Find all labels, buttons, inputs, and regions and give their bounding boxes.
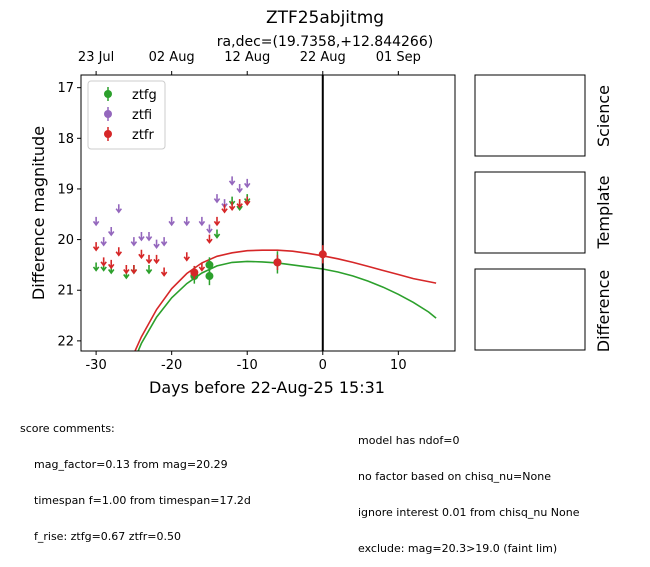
model-curves [134, 249, 437, 351]
y-tick-label: 18 [57, 132, 74, 147]
chart-subtitle: ra,dec=(19.7358,+12.844266) [216, 34, 434, 50]
top-date-tick-label: 12 Aug [224, 50, 270, 65]
ztfr-upper-limit [213, 216, 221, 227]
legend: ztfg ztfi ztfr [87, 80, 166, 150]
y-tick-label: 19 [57, 182, 74, 197]
top-date-tick-label: 01 Sep [376, 50, 421, 65]
ztfr-upper-limit [236, 199, 243, 209]
ztfi-upper-limit [130, 237, 138, 247]
chart-title: ZTF25abjitmg [265, 8, 385, 28]
ztfi-legend-marker [104, 110, 112, 118]
model-comment-line: exclude: mag=20.3>19.0 (faint lim) [358, 542, 558, 555]
difference-panel [474, 268, 586, 351]
ztfr-upper-limit [206, 234, 213, 244]
ztfr-upper-limit [130, 264, 138, 275]
ztfg-legend-label: ztfg [132, 88, 157, 103]
ztfr-upper-limit [100, 257, 107, 267]
ztfi-upper-limit [107, 226, 115, 237]
x-tick-label: -10 [237, 358, 258, 373]
y-tick-label: 17 [57, 81, 74, 96]
ztfi-upper-limit [198, 216, 206, 227]
top-date-tick-label: 22 Aug [300, 50, 346, 65]
x-tick-label: -30 [85, 358, 106, 373]
plot-frame [80, 74, 456, 352]
ztfr-detection-point [190, 268, 199, 277]
ztfr-upper-limit [228, 201, 236, 212]
template-panel [474, 171, 586, 254]
score-comment-line: timespan f=1.00 from timespan=17.2d [34, 494, 251, 507]
ztfr-upper-limit [123, 264, 130, 275]
ztfi-upper-limit [153, 239, 160, 249]
ztfr-upper-limit [107, 259, 115, 270]
ztfr-upper-limit [198, 262, 206, 272]
ztfi-upper-limit [145, 232, 153, 242]
ztfr-upper-limit [243, 196, 251, 206]
ztfg-upper-limit [92, 262, 100, 272]
y-tick-label: 20 [57, 233, 74, 248]
ztfr-detection-point [318, 250, 327, 259]
y-tick-label: 21 [57, 284, 74, 299]
top-date-tick-label: 02 Aug [149, 50, 195, 65]
ztfr-legend-marker [104, 130, 112, 138]
ztfr-legend-label: ztfr [132, 128, 154, 143]
score-comment-line: f_rise: ztfg=0.67 ztfr=0.50 [34, 530, 181, 543]
ztfi-upper-limit [168, 216, 175, 227]
ztfi-upper-limit [236, 183, 243, 194]
model-comment-line: ignore interest 0.01 from chisq_nu None [358, 506, 580, 519]
score-comments: score comments: mag_factor=0.13 from mag… [20, 399, 251, 555]
model-comments: model has ndof=0 no factor based on chis… [358, 411, 580, 567]
ztfr-upper-limit [92, 242, 100, 252]
ztfr-upper-limit [138, 249, 145, 260]
science-panel-label: Science [594, 85, 613, 147]
ztfg-upper-limit [213, 229, 221, 239]
x-tick-label: 10 [390, 358, 407, 373]
data-marks [92, 176, 327, 286]
x-tick-label: 0 [319, 358, 327, 373]
score-comment-line: mag_factor=0.13 from mag=20.29 [34, 458, 228, 471]
ztfr-upper-limit [160, 267, 168, 277]
ztfi-upper-limit [213, 194, 221, 204]
ztfr-upper-limit [145, 254, 153, 265]
ztfi-upper-limit [160, 237, 168, 247]
model-comment-line: no factor based on chisq_nu=None [358, 470, 551, 483]
y-axis-label: Difference magnitude [29, 126, 48, 300]
difference-panel-label: Difference [594, 270, 613, 352]
ztfi-upper-limit [228, 176, 236, 186]
x-axis-label: Days before 22-Aug-25 15:31 [149, 378, 385, 397]
ztfi-upper-limit [183, 216, 191, 227]
ztfi-upper-limit [92, 216, 100, 227]
ztfr-upper-limit [115, 247, 123, 257]
ztfi-upper-limit [138, 232, 145, 242]
ztfr-upper-limit [221, 204, 228, 214]
score-comments-heading: score comments: [20, 422, 115, 435]
ztfg-detection-point [205, 272, 214, 281]
ztfi-upper-limit [115, 204, 123, 214]
ztfr-upper-limit [153, 254, 160, 265]
axes: -30 -20 -10 0 10 17 18 19 20 21 22 23 Jul 02 Aug 12 A… [57, 50, 420, 373]
science-panel [474, 74, 586, 157]
x-tick-label: -20 [161, 358, 182, 373]
ztfi-upper-limit [100, 237, 107, 247]
ztfr-detection-point [273, 258, 282, 267]
template-panel-label: Template [594, 175, 613, 249]
ztfg-upper-limit [145, 264, 153, 275]
ztfi-upper-limit [243, 178, 251, 189]
ztfg-detection-point [205, 260, 214, 269]
ztfg-legend-marker [104, 90, 112, 98]
ztfi-legend-label: ztfi [132, 108, 152, 123]
model-comment-line: model has ndof=0 [358, 434, 460, 447]
light-curve-chart: -30 -20 -10 0 10 17 18 19 20 21 22 23 Jul 02 Aug 12 A… [29, 50, 613, 397]
top-date-tick-label: 23 Jul [78, 50, 114, 65]
y-tick-label: 22 [57, 334, 74, 349]
ztfr-upper-limit [183, 252, 191, 262]
ztfg-model-curve [137, 260, 437, 351]
ztfr-model-curve [134, 249, 437, 351]
ztfi-upper-limit [206, 224, 213, 234]
